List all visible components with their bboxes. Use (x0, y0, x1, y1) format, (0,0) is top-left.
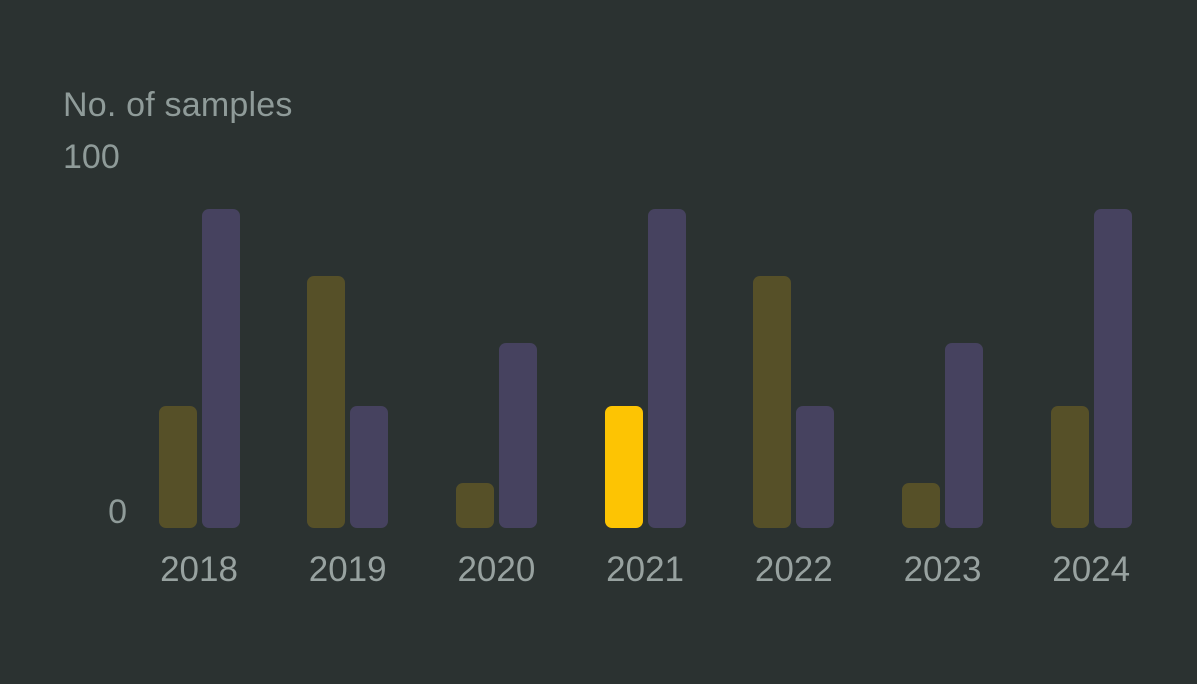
x-label-2018: 2018 (160, 550, 238, 589)
x-label-2023: 2023 (903, 550, 982, 589)
bar-left-bar-series-2024[interactable] (1050, 405, 1089, 528)
y-axis-title: No. of samples (63, 86, 293, 124)
bar-highlighted-2021[interactable] (604, 405, 643, 528)
bar-left-bar-series-2020[interactable] (455, 483, 494, 528)
bar-left-bar-series-2019[interactable] (307, 275, 346, 528)
x-label-2019: 2019 (308, 550, 387, 589)
y-tick-0: 0 (108, 493, 127, 531)
x-label-2024: 2024 (1052, 550, 1131, 589)
y-tick-100: 100 (63, 138, 120, 176)
bar-right-bar-series-2023[interactable] (945, 342, 983, 528)
bar-left-bar-series-2018[interactable] (158, 405, 197, 528)
bar-left-bar-series-2022[interactable] (753, 275, 792, 528)
bar-right-bar-series-2019[interactable] (350, 405, 389, 528)
x-label-2021: 2021 (606, 550, 685, 589)
bar-left-bar-series-2023[interactable] (902, 483, 940, 528)
bar-right-bar-series-2021[interactable] (647, 208, 686, 528)
bar-right-bar-series-2024[interactable] (1093, 208, 1132, 528)
bar-right-bar-series-2022[interactable] (796, 405, 835, 528)
bar-right-bar-series-2018[interactable] (201, 208, 240, 528)
bar-right-bar-series-2020[interactable] (498, 342, 537, 528)
x-label-2022: 2022 (754, 550, 833, 589)
x-label-2020: 2020 (457, 550, 536, 589)
